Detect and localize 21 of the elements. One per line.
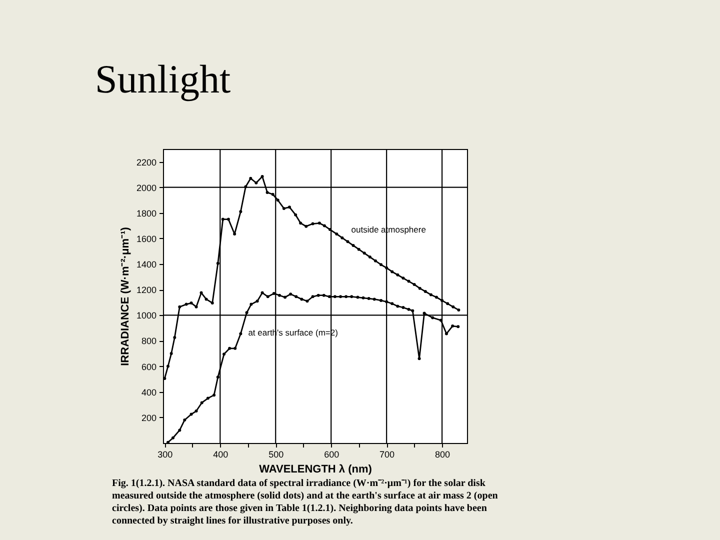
x-tick-label: 700 [380,450,395,460]
x-tick-label: 800 [435,450,450,460]
y-tick-label: 1200 [136,285,156,296]
y-tick-label: 2200 [136,157,156,168]
y-tick-label: 200 [141,412,156,423]
y-tick-label: 1000 [136,310,156,321]
y-tick-label: 1400 [136,260,156,270]
x-tick-label: 300 [158,450,173,460]
x-tick-label: 400 [213,450,228,460]
y-tick-label: 600 [141,362,156,372]
y-tick-label: 1800 [136,208,156,218]
y-axis-title: IRRADIANCE (W·m⁻²·μm⁻¹) [119,226,132,366]
x-axis-title: WAVELENGTH λ (nm) [259,464,372,476]
caption: Fig. 1(1.2.1). NASA standard data of spectral irradiance (W·m⁻²·μm⁻¹) for the solar disk measured outside the atmosphere (solid dots) and at the earth's surface at air mass 2 (open circles). Data points are those given in Table 1(1.2.1). Neighboring data points have been connected by straight lines for illustrative purposes only. [112,478,498,526]
y-tick-label: 800 [141,336,156,346]
x-tick-label: 600 [324,450,340,460]
x-tick-label: 500 [268,450,284,460]
y-tick-label: 1600 [136,234,156,244]
y-tick-label: 400 [141,387,156,398]
y-tick-label: 2000 [136,182,156,193]
chart-title: Sunlight [95,56,231,102]
